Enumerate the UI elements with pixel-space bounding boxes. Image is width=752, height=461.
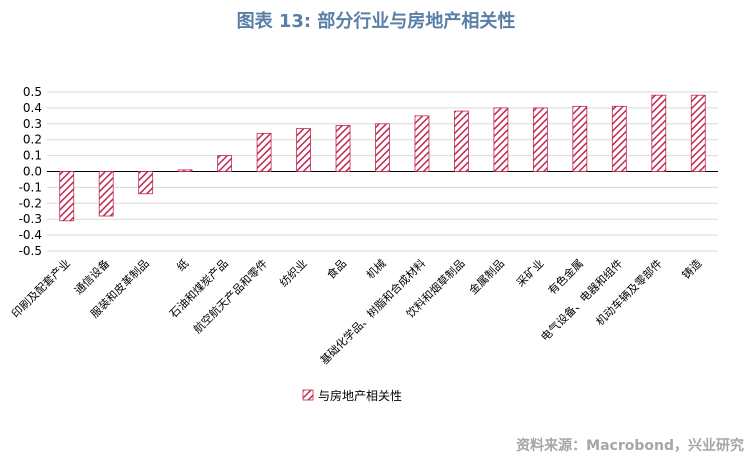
- x-category-label: 有色金属: [545, 256, 586, 297]
- y-tick-label: 0.2: [23, 133, 42, 147]
- bar: [375, 123, 390, 172]
- x-category-label: 机动车辆及零部件: [593, 256, 665, 328]
- x-category-label: 航空航天产品和零件: [190, 256, 270, 336]
- chart-title: 图表 13: 部分行业与房地产相关性: [236, 11, 516, 32]
- bar: [651, 94, 667, 172]
- y-tick-label: -0.2: [19, 196, 42, 210]
- y-axis-ticks: 0.5 0.4 0.3 0.2 0.1 0.0-0.1 -0.2 -0.3 -0.4 -0.5: [19, 85, 42, 258]
- bar: [454, 110, 469, 172]
- bar: [177, 169, 193, 172]
- legend-swatch: [302, 389, 314, 401]
- x-category-label: 印刷及配套产业: [9, 256, 73, 320]
- bar: [138, 171, 154, 195]
- bar: [414, 115, 430, 172]
- y-tick-label: 0.0: [23, 165, 42, 179]
- x-category-label: 食品: [324, 256, 349, 281]
- bar: [493, 107, 509, 172]
- legend: 与房地产相关性: [302, 388, 402, 403]
- x-category-label: 采矿业: [514, 257, 547, 290]
- x-category-label: 通信设备: [71, 256, 112, 297]
- x-category-label: 金属制品: [466, 256, 507, 297]
- y-tick-label: -0.1: [19, 180, 42, 194]
- y-tick-label: 0.3: [23, 117, 42, 131]
- x-category-label: 机械: [363, 256, 388, 281]
- y-tick-label: 0.1: [23, 149, 42, 163]
- y-tick-label: 0.4: [23, 101, 42, 115]
- bar: [335, 124, 351, 172]
- legend-label: 与房地产相关性: [318, 388, 402, 403]
- bar: [59, 171, 75, 222]
- x-category-label: 铸造: [679, 256, 704, 281]
- bar: [256, 132, 272, 172]
- y-tick-label: 0.5: [23, 85, 42, 99]
- bar: [217, 155, 233, 172]
- bar: [572, 105, 588, 172]
- y-tick-label: -0.4: [19, 228, 42, 242]
- bar: [611, 105, 627, 172]
- x-category-label: 纸: [174, 257, 191, 274]
- y-tick-label: -0.5: [19, 244, 42, 258]
- bar: [296, 128, 311, 172]
- bar: [98, 171, 114, 217]
- bar: [532, 107, 548, 172]
- bars: [59, 94, 706, 222]
- source-note: 资料来源：Macrobond，兴业研究: [516, 438, 744, 454]
- bar: [690, 94, 706, 172]
- y-tick-label: -0.3: [19, 212, 42, 226]
- x-category-label: 纺织业: [276, 256, 309, 289]
